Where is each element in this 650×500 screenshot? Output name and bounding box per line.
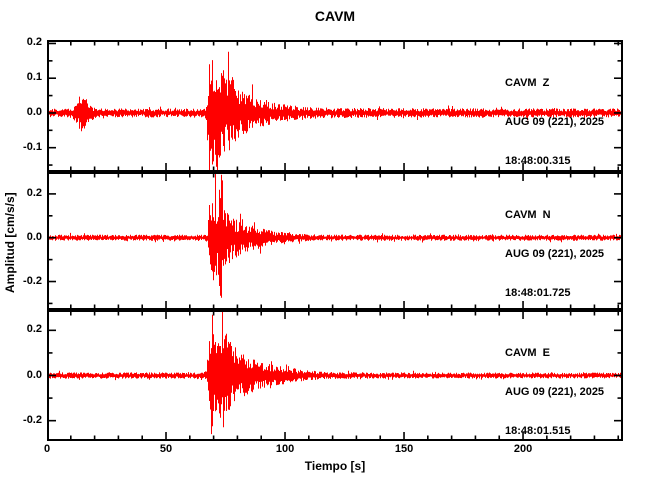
station-component-label: CAVM N: [505, 209, 551, 221]
station-component-label: CAVM E: [505, 347, 551, 359]
panel-frame: [47, 310, 623, 441]
y-tick-label: 0.2: [26, 186, 42, 199]
x-tick-label: 0: [43, 443, 51, 455]
date-label: AUG 09 (221), 2025: [505, 386, 605, 398]
x-tick-label: 50: [159, 443, 173, 455]
date-label: AUG 09 (221), 2025: [505, 116, 605, 128]
y-tick-label: 0.2: [26, 36, 42, 49]
panel-z: CAVM Z AUG 09 (221), 2025 18:48:00.315: [47, 40, 623, 172]
annotation-z: CAVM Z AUG 09 (221), 2025 18:48:00.315: [505, 51, 604, 194]
panel-frame: [47, 40, 623, 172]
x-axis-label: Tiempo [s]: [304, 459, 366, 473]
y-tick-label: 0.0: [26, 368, 42, 381]
y-tick-label: -0.1: [23, 140, 42, 153]
trace-n-plot: [47, 172, 623, 310]
y-tick-label: 0.1: [26, 71, 42, 84]
x-tick-label: 100: [275, 443, 295, 455]
panel-frame: [47, 172, 623, 310]
y-tick-label: -0.2: [23, 274, 42, 287]
y-tick-label: 0.0: [26, 105, 42, 118]
trace-e-plot: [47, 310, 623, 441]
date-label: AUG 09 (221), 2025: [505, 248, 605, 260]
panel-e: CAVM E AUG 09 (221), 2025 18:48:01.515: [47, 310, 623, 441]
trace-z-plot: [47, 40, 623, 172]
time-label: 18:48:01.515: [505, 425, 571, 437]
panel-n: CAVM N AUG 09 (221), 2025 18:48:01.725: [47, 172, 623, 310]
x-tick-label: 150: [394, 443, 414, 455]
y-tick-label: 0.2: [26, 323, 42, 336]
station-component-label: CAVM Z: [505, 77, 550, 89]
x-tick-label: 200: [513, 443, 533, 455]
time-label: 18:48:00.315: [505, 155, 571, 167]
y-tick-label: 0.0: [26, 230, 42, 243]
annotation-n: CAVM N AUG 09 (221), 2025 18:48:01.725: [505, 183, 604, 326]
annotation-e: CAVM E AUG 09 (221), 2025 18:48:01.515: [505, 321, 604, 464]
chart-title: CAVM: [314, 8, 356, 24]
time-label: 18:48:01.725: [505, 287, 571, 299]
y-tick-label: -0.2: [23, 413, 42, 426]
